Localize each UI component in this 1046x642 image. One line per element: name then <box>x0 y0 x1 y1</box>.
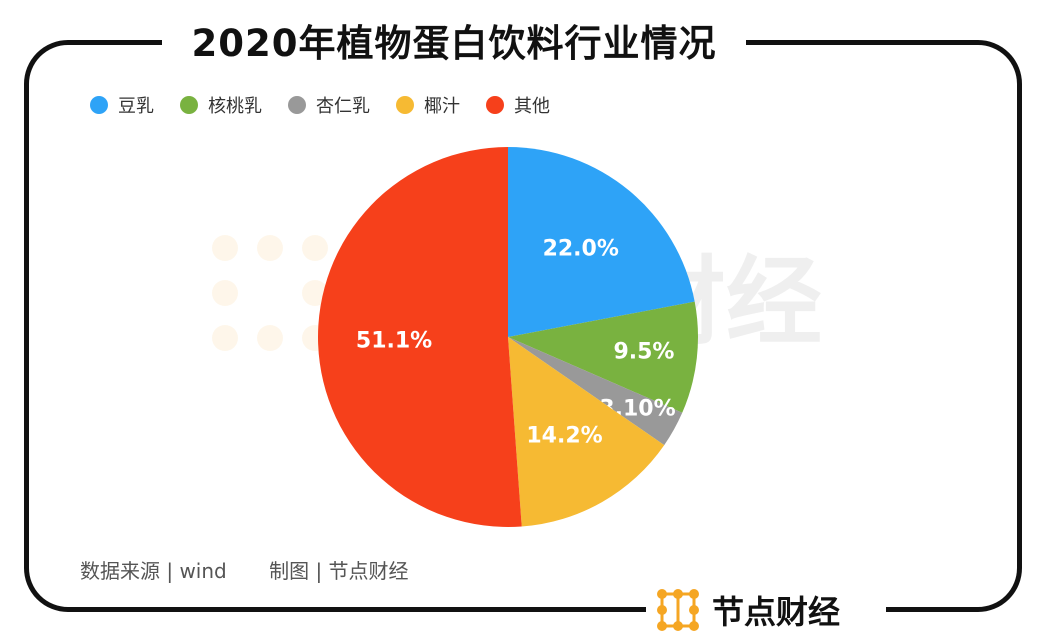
legend-swatch <box>90 96 108 114</box>
brand-badge: 节点财经 <box>646 582 886 638</box>
brand-name: 节点财经 <box>712 593 841 631</box>
legend-label: 豆乳 <box>118 96 154 117</box>
pie-slice-label-0: 22.0% <box>543 237 619 262</box>
legend-item: 核桃乳 <box>180 92 262 118</box>
pie-slice-label-3: 14.2% <box>526 423 602 448</box>
pie-slice-0 <box>508 147 695 337</box>
legend-swatch <box>486 96 504 114</box>
title-container: 2020年植物蛋白饮料行业情况 <box>162 10 746 70</box>
legend-item: 椰汁 <box>396 92 460 118</box>
footer-source: 数据来源 | wind 制图 | 节点财经 <box>80 555 445 584</box>
legend-swatch <box>396 96 414 114</box>
node-grid-logo-icon <box>657 589 699 631</box>
chart-maker-text: 制图 | 节点财经 <box>269 559 409 583</box>
legend: 豆乳 核桃乳 杏仁乳 椰汁 其他 <box>90 92 576 118</box>
pie-slice-label-1: 9.5% <box>613 340 674 365</box>
data-source-text: 数据来源 | wind <box>80 559 227 583</box>
legend-label: 核桃乳 <box>208 96 262 117</box>
legend-item: 杏仁乳 <box>288 92 370 118</box>
legend-label: 椰汁 <box>424 96 460 117</box>
pie-slice-label-4: 51.1% <box>356 329 432 354</box>
chart-title: 2020年植物蛋白饮料行业情况 <box>191 22 717 65</box>
legend-swatch <box>180 96 198 114</box>
legend-item: 豆乳 <box>90 92 154 118</box>
legend-label: 杏仁乳 <box>316 96 370 117</box>
pie-slice-3 <box>508 337 665 527</box>
legend-swatch <box>288 96 306 114</box>
legend-label: 其他 <box>514 96 550 117</box>
legend-item: 其他 <box>486 92 550 118</box>
pie-slice-1 <box>508 301 699 413</box>
pie-slice-2 <box>508 337 683 446</box>
pie-slice-4 <box>318 147 522 527</box>
